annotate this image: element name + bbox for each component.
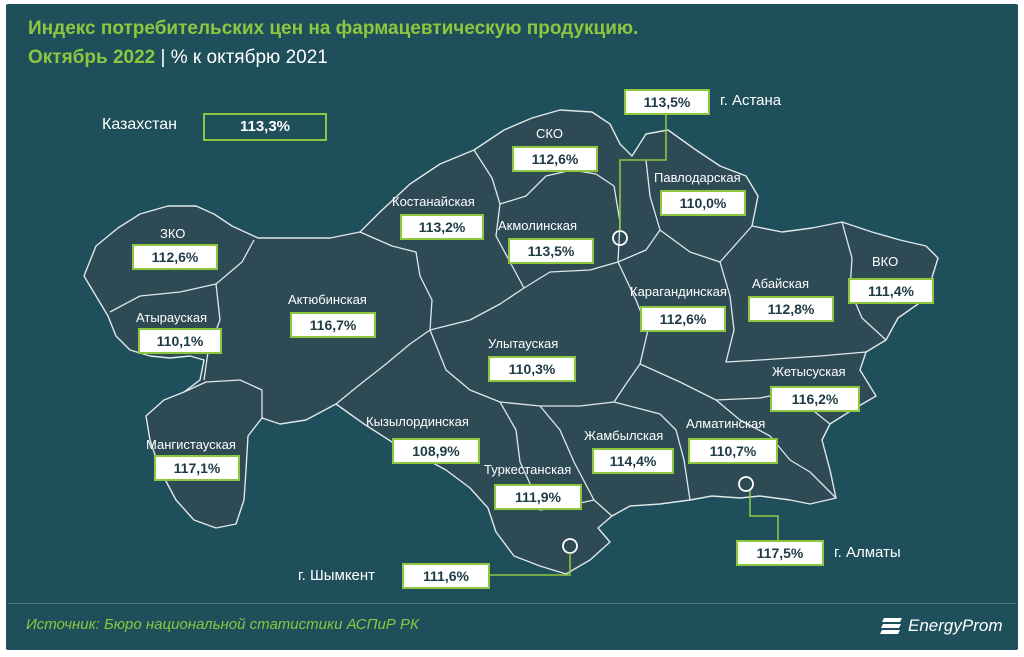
region-label-abai: Абайская — [752, 276, 810, 291]
separator: | — [160, 47, 166, 68]
region-label-zko: ЗКО — [160, 226, 186, 241]
border-aktobe-kyzylorda — [335, 329, 431, 405]
region-label-almaty-region: Алматинская — [686, 416, 766, 431]
chart-subtitle-line: Октябрь 2022 | % к октябрю 2021 — [28, 47, 328, 69]
astana-leader-line — [619, 113, 667, 231]
country-value: 113,3% — [203, 113, 327, 141]
region-label-mangistau: Мангистауская — [146, 437, 236, 452]
region-label-aktobe: Актюбинская — [288, 292, 367, 307]
region-label-akmola: Акмолинская — [498, 218, 578, 233]
city-label-shymkent: г. Шымкент — [298, 567, 376, 584]
border-turkestan-zhambyl — [539, 405, 595, 501]
border-kostanay-akmola — [473, 149, 525, 289]
region-value-kostanay: 113,2% — [400, 214, 484, 240]
region-value-kyzylorda: 108,9% — [392, 438, 480, 464]
border-almaty-zhetysu — [715, 399, 837, 499]
border-mangistau — [183, 379, 263, 418]
logo-part2: Prom — [961, 616, 1003, 635]
region-value-sko: 112,6% — [512, 146, 598, 172]
region-value-pavlodar: 110,0% — [660, 190, 746, 216]
region-value-turkestan: 111,9% — [494, 484, 582, 510]
region-label-zhambyl: Жамбылская — [584, 428, 664, 443]
border-karaganda-abai — [719, 261, 867, 363]
region-label-zhetysu: Жетысуская — [772, 364, 846, 379]
region-value-aktobe: 116,7% — [290, 312, 376, 338]
border-aktobe-kostanay — [359, 231, 433, 331]
subtitle: % к октябрю 2021 — [170, 47, 328, 68]
region-label-pavlodar: Павлодарская — [654, 170, 741, 185]
region-label-vko: ВКО — [872, 254, 899, 269]
region-value-zhetysu: 116,2% — [770, 386, 860, 412]
region-value-abai: 112,8% — [748, 296, 834, 322]
city-label-astana: г. Астана — [720, 92, 782, 109]
border-pavlodar-karaganda — [659, 225, 753, 263]
region-value-atyrau: 110,1% — [138, 328, 222, 354]
region-value-akmola: 113,5% — [508, 238, 594, 264]
footer-divider — [8, 603, 1016, 604]
chart-title: Индекс потребительских цен на фармацевти… — [28, 18, 639, 39]
city-value-astana: 113,5% — [624, 89, 710, 115]
energyprom-logo: EnergyProm — [908, 616, 1003, 636]
country-label: Казахстан — [102, 116, 177, 133]
almaty-leader-line — [749, 491, 779, 540]
city-label-almaty: г. Алматы — [834, 544, 901, 561]
region-label-kostanay: Костанайская — [392, 194, 475, 209]
region-value-vko: 111,4% — [848, 278, 934, 304]
region-value-zhambyl: 114,4% — [592, 448, 674, 474]
region-value-mangistau: 117,1% — [154, 455, 240, 481]
period-label: Октябрь 2022 — [28, 47, 156, 68]
region-label-karaganda: Карагандинская — [630, 284, 727, 299]
logo-part1: Energy — [908, 616, 962, 635]
region-value-almaty-region: 110,7% — [688, 438, 778, 464]
city-value-almaty: 117,5% — [736, 540, 824, 566]
border-zko-atyrau — [109, 239, 255, 313]
region-label-sko: СКО — [536, 126, 563, 141]
region-label-kyzylorda: Кызылординская — [366, 414, 469, 429]
almaty-marker-icon — [738, 476, 754, 492]
region-label-turkestan: Туркестанская — [484, 462, 572, 477]
energyprom-logo-icon — [880, 618, 902, 634]
region-value-zko: 112,6% — [132, 244, 218, 270]
region-value-ulytau: 110,3% — [488, 356, 576, 382]
source-note: Источник: Бюро национальной статистики А… — [26, 616, 419, 633]
shymkent-leader-line — [486, 553, 571, 576]
region-value-karaganda: 112,6% — [640, 306, 726, 332]
border-zhambyl-almaty — [613, 401, 691, 501]
region-label-atyrau: Атырауская — [136, 310, 208, 325]
region-label-ulytau: Улытауская — [488, 336, 559, 351]
city-value-shymkent: 111,6% — [402, 563, 490, 589]
border-sko-akmola — [499, 169, 615, 205]
